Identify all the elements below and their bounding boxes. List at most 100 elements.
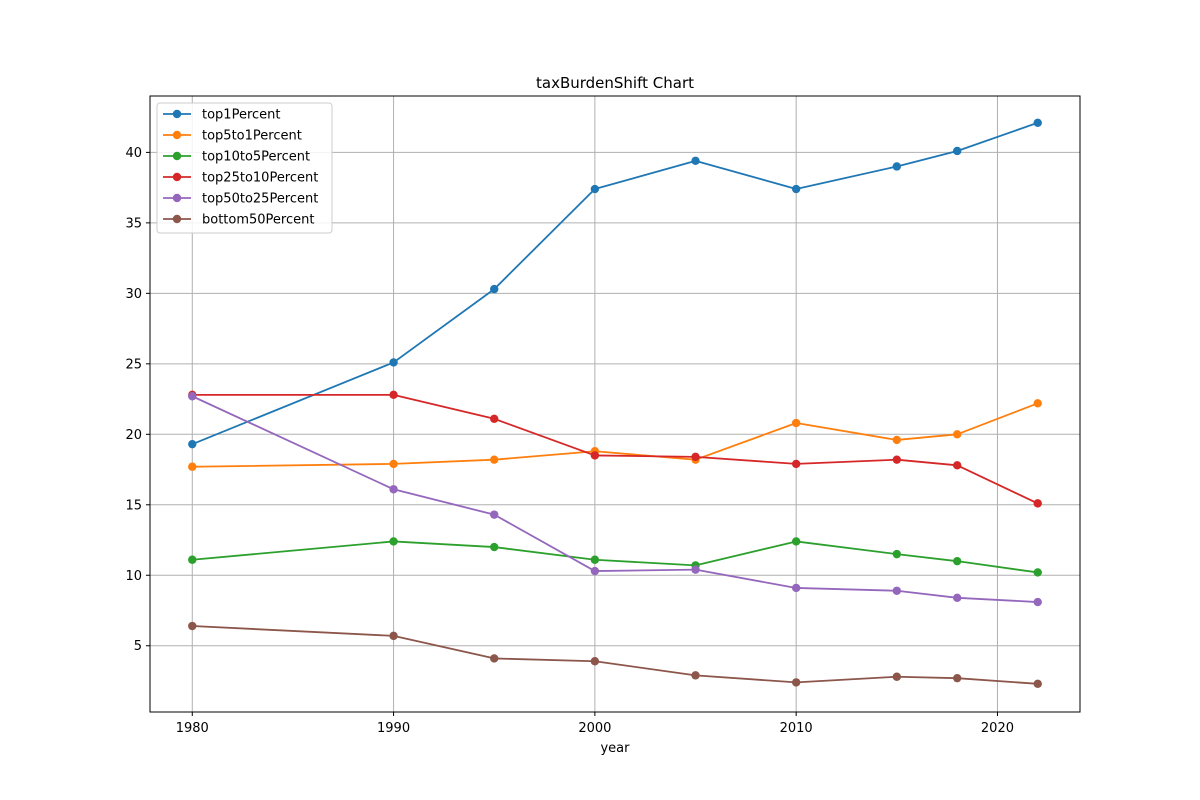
- x-tick-label: 2000: [578, 721, 611, 736]
- legend-item: top50to25Percent: [163, 192, 318, 207]
- y-tick-label: 10: [125, 569, 142, 584]
- legend-item: top25to10Percent: [163, 171, 318, 186]
- legend: top1Percent top5to1Percent top10to5Percent…: [156, 102, 333, 234]
- series-top10to5Percent: [188, 537, 1042, 577]
- data-point: [590, 555, 600, 564]
- chart-title: taxBurdenShift Chart: [536, 74, 694, 92]
- y-tick-label: 5: [134, 639, 142, 654]
- plot-frame: [149, 95, 1081, 713]
- legend-item: top10to5Percent: [163, 150, 310, 165]
- data-point: [691, 671, 700, 680]
- y-tick-label: 35: [125, 216, 142, 231]
- x-tick-label: 2010: [780, 721, 813, 736]
- data-point: [188, 621, 197, 631]
- data-point: [590, 184, 600, 194]
- data-point: [953, 146, 962, 156]
- data-point: [892, 455, 902, 464]
- data-point: [188, 439, 197, 449]
- data-point: [953, 430, 962, 439]
- x-tick-label: 1980: [176, 721, 209, 736]
- data-point: [691, 565, 700, 574]
- legend-marker: [172, 130, 182, 140]
- x-axis-label: year: [600, 741, 630, 756]
- data-point: [389, 390, 398, 400]
- data-point: [490, 654, 499, 663]
- legend-marker: [172, 109, 182, 119]
- data-point: [953, 556, 962, 566]
- series-line: [191, 395, 1038, 603]
- data-point: [791, 184, 801, 194]
- data-point: [1033, 568, 1042, 577]
- data-point: [389, 358, 398, 367]
- legend-item: top1Percent: [163, 108, 281, 123]
- series-line: [192, 540, 1038, 574]
- series-line: [192, 625, 1038, 685]
- data-point: [590, 657, 600, 666]
- legend-label: top1Percent: [202, 108, 281, 123]
- legend-marker: [172, 151, 182, 161]
- data-point: [490, 455, 499, 464]
- axis-ticks: 1980 1990 2000 2010 2020 5 10 15 20 25 30 35 40: [125, 146, 1014, 736]
- data-point: [1033, 399, 1042, 408]
- data-point: [188, 462, 197, 471]
- data-point: [389, 537, 398, 546]
- data-point: [1033, 118, 1042, 127]
- data-point: [791, 678, 801, 687]
- legend-label: top50to25Percent: [202, 192, 318, 207]
- data-point: [892, 549, 902, 559]
- series-top5to1Percent: [188, 399, 1042, 471]
- legend-marker: [172, 214, 182, 224]
- data-point: [490, 414, 499, 424]
- data-point: [791, 418, 801, 428]
- data-point: [1033, 679, 1042, 689]
- y-tick-label: 25: [125, 357, 142, 372]
- data-point: [892, 586, 902, 595]
- series-line: [192, 402, 1039, 468]
- legend-box: [156, 102, 333, 234]
- data-point: [188, 555, 197, 564]
- data-point: [590, 566, 600, 576]
- series-top50to25Percent: [188, 392, 1042, 607]
- data-point: [953, 593, 962, 603]
- y-tick-label: 20: [125, 428, 142, 443]
- data-point: [490, 510, 499, 519]
- data-point: [490, 284, 499, 294]
- legend-label: top5to1Percent: [202, 129, 302, 144]
- data-point: [892, 672, 902, 681]
- legend-marker: [172, 172, 182, 182]
- data-point: [691, 452, 700, 462]
- data-point: [691, 156, 700, 166]
- series-layer: [188, 118, 1042, 689]
- data-point: [953, 461, 962, 470]
- data-point: [791, 583, 801, 593]
- series-line: [192, 393, 1039, 505]
- data-point: [791, 537, 801, 546]
- series-top25to10Percent: [188, 390, 1042, 508]
- series-top1Percent: [188, 118, 1042, 449]
- legend-label: top10to5Percent: [202, 150, 310, 165]
- data-point: [590, 451, 600, 460]
- data-point: [490, 542, 499, 552]
- x-tick-label: 2020: [981, 721, 1014, 736]
- y-tick-label: 15: [125, 498, 142, 513]
- legend-label: bottom50Percent: [202, 213, 314, 228]
- legend-marker: [172, 193, 182, 203]
- data-point: [892, 435, 902, 445]
- y-tick-label: 40: [125, 146, 142, 161]
- legend-item: top5to1Percent: [163, 129, 302, 144]
- series-bottom50Percent: [188, 621, 1042, 689]
- x-tick-label: 1990: [377, 721, 410, 736]
- data-point: [389, 459, 398, 469]
- data-point: [1033, 499, 1042, 508]
- data-point: [791, 459, 801, 469]
- data-point: [389, 631, 398, 641]
- legend-item: bottom50Percent: [163, 213, 314, 228]
- data-point: [953, 673, 962, 683]
- data-point: [892, 162, 902, 171]
- y-tick-label: 30: [125, 287, 142, 302]
- legend-label: top25to10Percent: [202, 171, 318, 186]
- data-point: [188, 392, 197, 401]
- data-point: [1033, 597, 1042, 607]
